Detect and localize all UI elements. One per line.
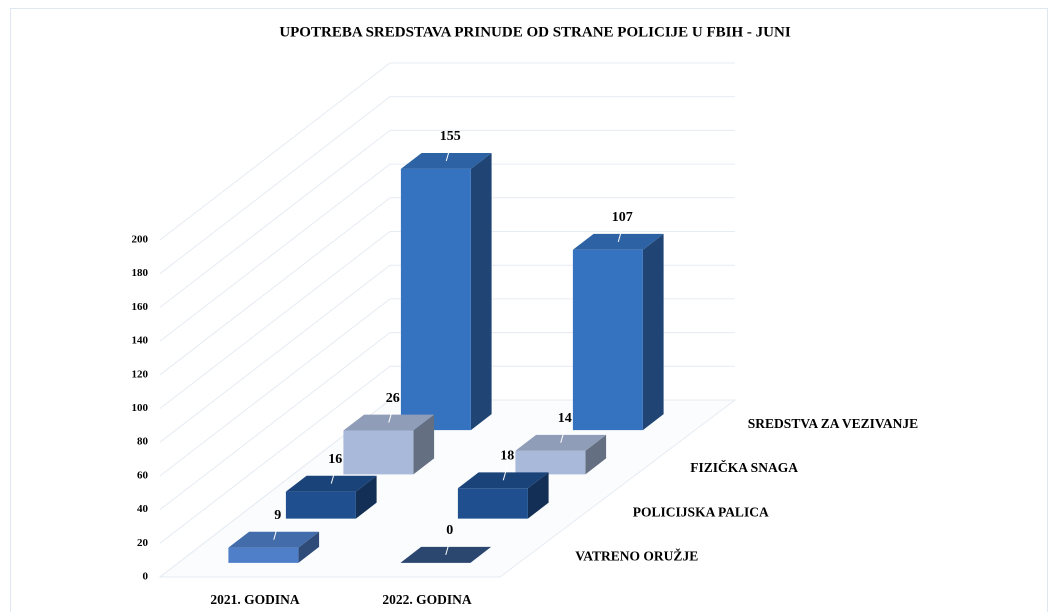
bar-front	[400, 168, 471, 431]
label-leader	[445, 540, 451, 556]
grid-line	[159, 298, 391, 477]
bar-front	[343, 430, 414, 475]
bar-side	[642, 233, 664, 431]
row-label: SREDSTVA ZA VEZIVANJE	[748, 416, 918, 431]
data-label: 107	[612, 210, 633, 225]
row-label: FIZIČKA SNAGA	[690, 460, 798, 475]
data-label: 18	[500, 449, 514, 464]
bar-front	[572, 249, 643, 431]
data-label: 26	[386, 391, 400, 406]
data-label: 14	[558, 411, 572, 426]
label-leader	[560, 428, 566, 443]
y-tick-label: 100	[132, 402, 149, 414]
label-leader	[330, 469, 336, 484]
label-leader	[445, 146, 451, 162]
grid-line	[159, 130, 391, 308]
grid-line	[159, 264, 391, 443]
grid-line	[159, 332, 391, 510]
y-tick-label: 180	[132, 267, 149, 279]
y-tick-label: 200	[132, 234, 149, 246]
bar-front	[515, 450, 586, 475]
grid-line	[159, 231, 391, 409]
row-label: POLICIJSKA PALICA	[633, 504, 769, 519]
y-tick-label: 0	[143, 571, 149, 583]
bar	[343, 414, 435, 475]
label-leader	[388, 408, 394, 423]
bar-side	[413, 414, 435, 475]
grid-line	[159, 163, 391, 342]
bar-front	[285, 491, 356, 519]
bar-front	[228, 547, 299, 563]
label-leader	[617, 227, 623, 242]
x-tick-label: 2021. GODINA	[210, 592, 300, 607]
data-label: 0	[446, 523, 453, 538]
bar-side	[527, 472, 549, 519]
x-tick-label: 2022. GODINA	[382, 592, 472, 607]
data-label: 16	[328, 452, 342, 467]
y-tick-label: 140	[132, 335, 149, 347]
bar	[572, 233, 664, 431]
grid-line	[159, 365, 391, 544]
y-tick-label: 60	[137, 469, 149, 481]
bar-side	[470, 152, 492, 431]
chart-title: UPOTREBA SREDSTAVA PRINUDE OD STRANE POL…	[279, 24, 791, 40]
y-tick-label: 20	[137, 537, 149, 549]
label-leader	[273, 525, 279, 540]
bar-front	[457, 488, 528, 519]
bar-side	[355, 475, 377, 519]
bar	[285, 475, 377, 519]
y-tick-label: 120	[132, 368, 149, 380]
bar	[400, 152, 492, 431]
row-label: VATRENO ORUŽJE	[575, 549, 698, 564]
y-tick-label: 80	[137, 436, 149, 448]
grid-line	[159, 62, 391, 241]
y-tick-label: 160	[132, 301, 149, 313]
data-label: 155	[440, 129, 461, 144]
bar	[515, 434, 607, 475]
bar-side	[298, 531, 320, 563]
grid-line	[159, 197, 391, 376]
y-tick-label: 40	[137, 503, 149, 515]
bar-side	[585, 434, 607, 475]
data-label: 9	[274, 508, 281, 523]
grid-line	[159, 96, 391, 275]
label-leader	[502, 466, 508, 481]
